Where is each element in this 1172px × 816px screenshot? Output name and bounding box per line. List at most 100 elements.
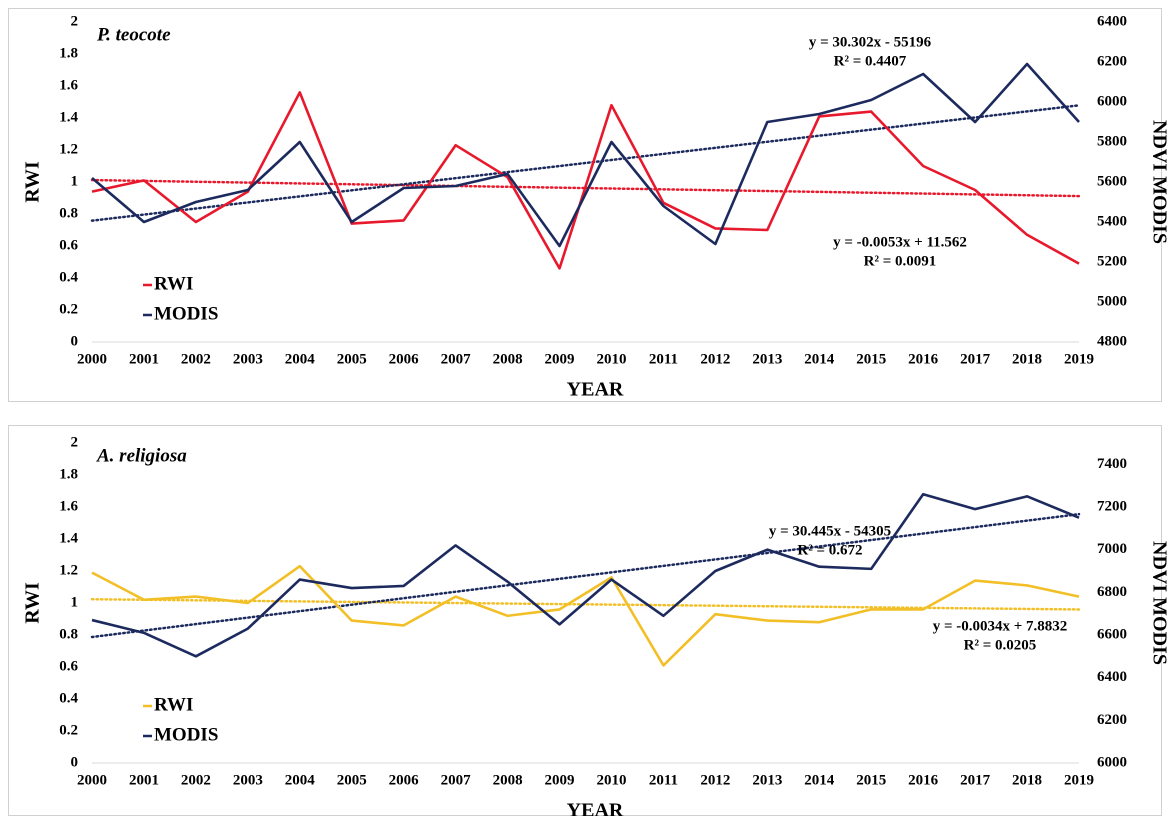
x-tick-label: 2005: [337, 772, 367, 788]
legend-label: RWI: [154, 694, 193, 715]
x-tick-label: 2004: [285, 351, 316, 367]
series-line: [91, 62, 1080, 248]
panel-title: P. teocote: [96, 24, 171, 45]
y2-tick-label: 5000: [1097, 293, 1127, 309]
y-tick-label: 2: [71, 13, 79, 29]
trendline: [90, 104, 1081, 222]
x-tick-label: 2016: [908, 772, 939, 788]
y-tick-label: 1.8: [59, 466, 78, 482]
y2-axis-label: NDVI MODIS: [1148, 120, 1170, 244]
x-tick-label: 2016: [908, 351, 939, 367]
x-tick-label: 2006: [389, 772, 420, 788]
x-tick-label: 2017: [960, 772, 991, 788]
legend-label: RWI: [154, 273, 193, 294]
x-tick-label: 2014: [804, 351, 835, 367]
y2-tick-label: 5200: [1097, 253, 1127, 269]
y-tick-label: 1.6: [59, 498, 78, 514]
annotation: y = 30.302x - 55196: [809, 34, 932, 50]
series-line: [91, 564, 1080, 667]
y-tick-label: 1.2: [59, 562, 78, 578]
y-tick-label: 1.6: [59, 77, 78, 93]
x-tick-label: 2015: [856, 772, 886, 788]
x-tick-label: 2001: [129, 351, 159, 367]
x-tick-label: 2004: [285, 772, 316, 788]
legend-label: MODIS: [154, 303, 218, 324]
y2-tick-label: 6800: [1097, 584, 1127, 600]
x-tick-label: 2002: [181, 772, 211, 788]
y-tick-label: 0.4: [59, 690, 78, 706]
y-tick-label: 1.4: [59, 530, 78, 546]
x-tick-label: 2018: [1012, 351, 1042, 367]
x-tick-label: 2011: [649, 351, 678, 367]
x-tick-label: 2008: [493, 351, 523, 367]
y2-tick-label: 6200: [1097, 53, 1127, 69]
y2-tick-label: 7200: [1097, 498, 1127, 514]
y-tick-label: 1.2: [59, 141, 78, 157]
y-tick-label: 0.6: [59, 658, 78, 674]
x-tick-label: 2018: [1012, 772, 1042, 788]
annotation: y = -0.0053x + 11.562: [833, 234, 967, 250]
x-axis-label: YEAR: [567, 800, 624, 816]
y-tick-label: 0.4: [59, 269, 78, 285]
x-tick-label: 2010: [596, 351, 626, 367]
trendline: [90, 512, 1081, 639]
x-tick-label: 2015: [856, 351, 886, 367]
y-tick-label: 0.6: [59, 237, 78, 253]
y2-tick-label: 7000: [1097, 541, 1127, 557]
y-axis-label: RWI: [22, 582, 44, 624]
x-tick-label: 2017: [960, 351, 991, 367]
y2-tick-label: 6400: [1097, 13, 1127, 29]
x-tick-label: 2007: [441, 351, 472, 367]
y2-tick-label: 6000: [1097, 93, 1127, 109]
x-tick-label: 2006: [389, 351, 420, 367]
panel-frame: [8, 8, 1162, 402]
panel-title: A. religiosa: [96, 445, 187, 466]
y2-tick-label: 6200: [1097, 712, 1127, 728]
x-tick-label: 2003: [233, 351, 263, 367]
y2-tick-label: 6000: [1097, 754, 1127, 770]
legend-label: MODIS: [154, 724, 218, 745]
x-tick-label: 2002: [181, 351, 211, 367]
x-tick-label: 2005: [337, 351, 367, 367]
y-tick-label: 1: [71, 173, 79, 189]
x-tick-label: 2003: [233, 772, 263, 788]
x-tick-label: 2014: [804, 772, 835, 788]
annotation: y = 30.445x - 54305: [769, 523, 891, 539]
x-tick-label: 2019: [1064, 772, 1094, 788]
x-tick-label: 2011: [649, 772, 678, 788]
x-tick-label: 2001: [129, 772, 159, 788]
y-tick-label: 0: [71, 333, 79, 349]
x-tick-label: 2000: [77, 772, 107, 788]
annotation: R² = 0.672: [797, 542, 862, 558]
annotation: R² = 0.4407: [834, 53, 907, 69]
y-tick-label: 1.8: [59, 45, 78, 61]
x-tick-label: 2010: [596, 772, 626, 788]
x-axis-label: YEAR: [567, 379, 624, 401]
x-tick-label: 2009: [545, 772, 575, 788]
y2-tick-label: 6400: [1097, 669, 1127, 685]
y2-tick-label: 6600: [1097, 626, 1127, 642]
y2-axis-label: NDVI MODIS: [1148, 541, 1170, 665]
y-tick-label: 0.8: [59, 205, 78, 221]
y2-tick-label: 5400: [1097, 213, 1127, 229]
annotation: R² = 0.0205: [964, 637, 1037, 653]
x-tick-label: 2008: [493, 772, 523, 788]
x-tick-label: 2013: [752, 351, 782, 367]
x-tick-label: 2012: [700, 772, 730, 788]
y2-tick-label: 7400: [1097, 456, 1127, 472]
y2-tick-label: 4800: [1097, 333, 1127, 349]
y2-tick-label: 5800: [1097, 133, 1127, 149]
x-tick-label: 2000: [77, 351, 107, 367]
y-tick-label: 2: [71, 434, 79, 450]
series-line: [91, 91, 1080, 270]
y-tick-label: 0.8: [59, 626, 78, 642]
y-tick-label: 0: [71, 754, 79, 770]
y-tick-label: 1.4: [59, 109, 78, 125]
y-axis-label: RWI: [22, 161, 44, 203]
annotation: y = -0.0034x + 7.8832: [933, 618, 1068, 634]
x-tick-label: 2012: [700, 351, 730, 367]
x-tick-label: 2019: [1064, 351, 1094, 367]
trendline: [90, 598, 1081, 611]
y-tick-label: 0.2: [59, 722, 78, 738]
